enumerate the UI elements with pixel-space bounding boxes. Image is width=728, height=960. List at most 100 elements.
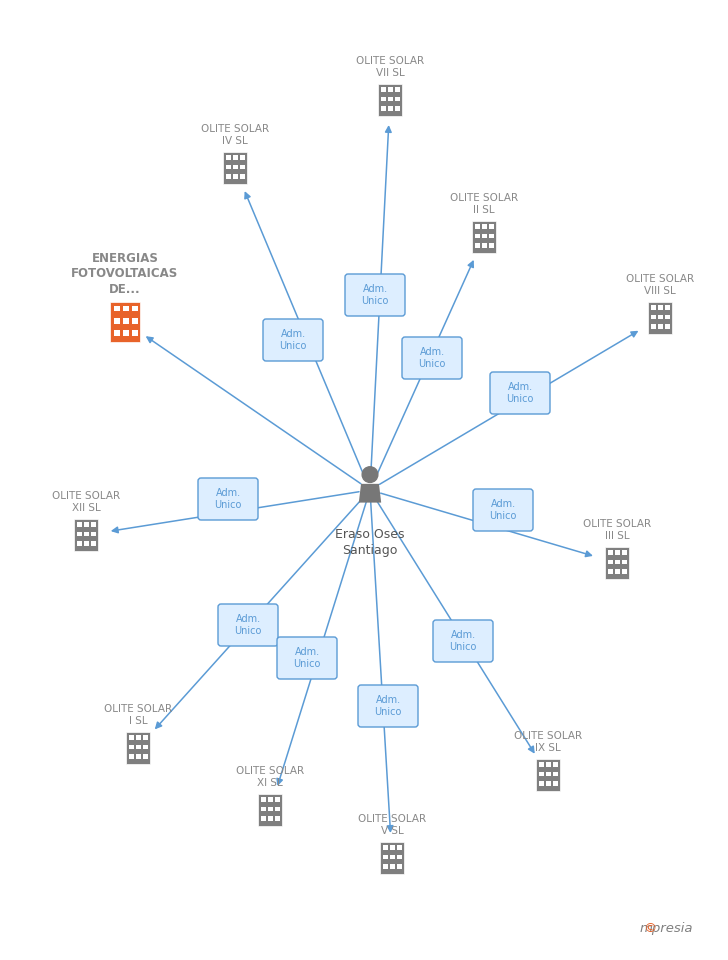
FancyBboxPatch shape — [136, 745, 141, 750]
FancyBboxPatch shape — [132, 330, 138, 336]
FancyBboxPatch shape — [553, 781, 558, 786]
FancyBboxPatch shape — [380, 842, 404, 875]
FancyBboxPatch shape — [226, 165, 231, 169]
FancyBboxPatch shape — [482, 224, 487, 228]
FancyBboxPatch shape — [383, 845, 388, 850]
Text: Adm.
Unico: Adm. Unico — [374, 695, 402, 717]
FancyBboxPatch shape — [397, 845, 402, 850]
FancyBboxPatch shape — [136, 755, 141, 759]
Text: Adm.
Unico: Adm. Unico — [489, 499, 517, 521]
FancyBboxPatch shape — [378, 84, 402, 116]
FancyBboxPatch shape — [198, 478, 258, 520]
FancyBboxPatch shape — [268, 797, 273, 802]
FancyBboxPatch shape — [482, 244, 487, 248]
FancyBboxPatch shape — [129, 755, 134, 759]
Text: ENERGIAS
FOTOVOLTAICAS
DE...: ENERGIAS FOTOVOLTAICAS DE... — [71, 252, 178, 296]
FancyBboxPatch shape — [651, 305, 656, 309]
FancyBboxPatch shape — [268, 806, 273, 811]
FancyBboxPatch shape — [397, 854, 402, 859]
Text: OLITE SOLAR
VIII SL: OLITE SOLAR VIII SL — [626, 274, 694, 296]
FancyBboxPatch shape — [433, 620, 493, 662]
FancyBboxPatch shape — [77, 541, 82, 546]
FancyBboxPatch shape — [122, 306, 129, 311]
Text: OLITE SOLAR
VII SL: OLITE SOLAR VII SL — [356, 56, 424, 78]
FancyBboxPatch shape — [218, 604, 278, 646]
FancyBboxPatch shape — [261, 806, 266, 811]
Text: OLITE SOLAR
I SL: OLITE SOLAR I SL — [104, 704, 172, 726]
Text: Adm.
Unico: Adm. Unico — [419, 347, 446, 370]
FancyBboxPatch shape — [388, 97, 393, 102]
FancyBboxPatch shape — [390, 854, 395, 859]
FancyBboxPatch shape — [608, 560, 613, 564]
Text: Adm.
Unico: Adm. Unico — [361, 284, 389, 306]
FancyBboxPatch shape — [539, 772, 544, 777]
FancyBboxPatch shape — [358, 685, 418, 727]
FancyBboxPatch shape — [143, 735, 148, 739]
FancyBboxPatch shape — [546, 762, 551, 767]
FancyBboxPatch shape — [84, 532, 89, 537]
FancyBboxPatch shape — [132, 318, 138, 324]
FancyBboxPatch shape — [233, 155, 238, 159]
Text: Adm.
Unico: Adm. Unico — [214, 488, 242, 510]
FancyBboxPatch shape — [233, 165, 238, 169]
FancyBboxPatch shape — [114, 306, 119, 311]
Text: Adm.
Unico: Adm. Unico — [449, 630, 477, 652]
FancyBboxPatch shape — [622, 569, 627, 574]
FancyBboxPatch shape — [381, 97, 386, 102]
FancyBboxPatch shape — [489, 244, 494, 248]
FancyBboxPatch shape — [258, 794, 282, 827]
FancyBboxPatch shape — [122, 318, 129, 324]
FancyBboxPatch shape — [475, 244, 480, 248]
Text: OLITE SOLAR
XII SL: OLITE SOLAR XII SL — [52, 491, 120, 513]
FancyBboxPatch shape — [615, 560, 620, 564]
FancyBboxPatch shape — [77, 522, 82, 527]
FancyBboxPatch shape — [658, 305, 663, 309]
FancyBboxPatch shape — [110, 301, 140, 343]
FancyBboxPatch shape — [489, 224, 494, 228]
Text: Adm.
Unico: Adm. Unico — [506, 382, 534, 404]
FancyBboxPatch shape — [658, 315, 663, 320]
FancyBboxPatch shape — [261, 797, 266, 802]
FancyBboxPatch shape — [74, 518, 98, 551]
FancyBboxPatch shape — [91, 522, 96, 527]
FancyBboxPatch shape — [263, 319, 323, 361]
FancyBboxPatch shape — [84, 541, 89, 546]
FancyBboxPatch shape — [383, 854, 388, 859]
FancyBboxPatch shape — [546, 781, 551, 786]
FancyBboxPatch shape — [536, 758, 560, 791]
FancyBboxPatch shape — [608, 550, 613, 555]
Circle shape — [362, 467, 378, 483]
FancyBboxPatch shape — [665, 324, 670, 329]
Text: OLITE SOLAR
III SL: OLITE SOLAR III SL — [583, 518, 651, 540]
FancyBboxPatch shape — [261, 816, 266, 821]
FancyBboxPatch shape — [553, 762, 558, 767]
FancyBboxPatch shape — [122, 330, 129, 336]
FancyBboxPatch shape — [114, 330, 119, 336]
FancyBboxPatch shape — [226, 175, 231, 179]
FancyBboxPatch shape — [665, 305, 670, 309]
FancyBboxPatch shape — [622, 550, 627, 555]
Text: ©: © — [643, 922, 656, 935]
FancyBboxPatch shape — [608, 569, 613, 574]
FancyBboxPatch shape — [475, 224, 480, 228]
FancyBboxPatch shape — [402, 337, 462, 379]
Text: OLITE SOLAR
XI SL: OLITE SOLAR XI SL — [236, 766, 304, 788]
FancyBboxPatch shape — [277, 637, 337, 679]
FancyBboxPatch shape — [665, 315, 670, 320]
FancyBboxPatch shape — [651, 315, 656, 320]
Polygon shape — [359, 484, 381, 503]
FancyBboxPatch shape — [91, 541, 96, 546]
FancyBboxPatch shape — [275, 816, 280, 821]
FancyBboxPatch shape — [345, 274, 405, 316]
FancyBboxPatch shape — [539, 781, 544, 786]
FancyBboxPatch shape — [129, 735, 134, 739]
FancyBboxPatch shape — [143, 745, 148, 750]
FancyBboxPatch shape — [388, 107, 393, 111]
FancyBboxPatch shape — [275, 797, 280, 802]
Text: OLITE SOLAR
II SL: OLITE SOLAR II SL — [450, 193, 518, 215]
FancyBboxPatch shape — [275, 806, 280, 811]
FancyBboxPatch shape — [482, 234, 487, 238]
Text: Eraso Oses
Santiago: Eraso Oses Santiago — [336, 528, 405, 557]
FancyBboxPatch shape — [553, 772, 558, 777]
FancyBboxPatch shape — [658, 324, 663, 329]
